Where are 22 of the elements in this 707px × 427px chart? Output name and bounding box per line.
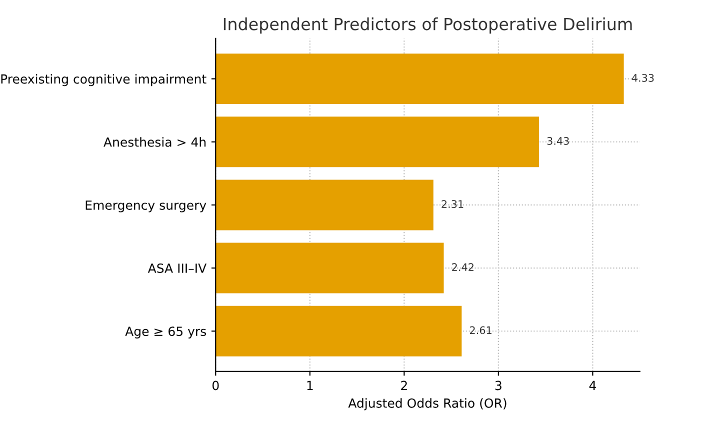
- y-tick-label: Age ≥ 65 yrs: [125, 326, 206, 338]
- bar: [216, 242, 444, 294]
- x-tick-label: 3: [495, 380, 502, 390]
- bar: [216, 116, 539, 168]
- data-label: 4.33: [632, 74, 654, 82]
- bar: [216, 180, 434, 230]
- bar: [216, 54, 624, 104]
- data-label: 2.42: [452, 263, 474, 271]
- x-tick-label: 2: [401, 380, 407, 390]
- y-tick-label: ASA III–IV: [148, 264, 206, 273]
- data-label: 3.43: [547, 137, 569, 145]
- x-tick-label: 0: [212, 380, 219, 390]
- bar: [216, 306, 462, 356]
- x-tick-label: 1: [307, 380, 313, 390]
- y-tick-label: Anesthesia > 4h: [104, 137, 206, 147]
- y-tick-label: Preexisting cognitive impairment: [1, 74, 206, 86]
- data-label: 2.61: [470, 326, 492, 334]
- x-tick-label: 4: [589, 380, 596, 390]
- data-label: 2.31: [442, 200, 464, 208]
- chart-title: Independent Predictors of Postoperative Delirium: [224, 17, 632, 34]
- x-axis-title: Adjusted Odds Ratio (OR): [348, 398, 506, 410]
- y-tick-label: Emergency surgery: [86, 200, 206, 212]
